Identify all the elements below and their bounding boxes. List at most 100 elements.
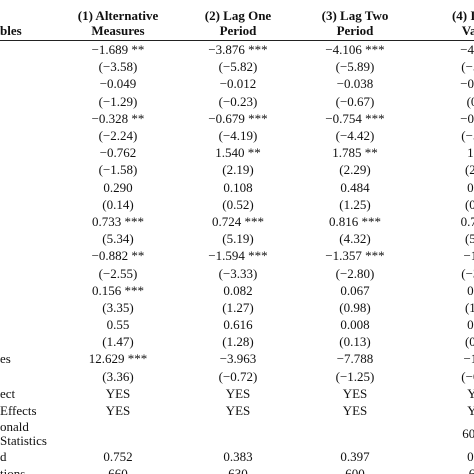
table-row: −0.328 ** −0.679 *** −0.754 *** −0.8 [0,110,474,127]
empty-cell [0,282,48,299]
cell: (−1.25) [335,368,375,384]
cell: −0.8 [460,110,474,126]
cell: −1.689 ** [91,42,145,58]
cell: YES [225,403,251,419]
cell: (−5.82) [218,59,258,75]
cell: 0.752 [103,449,133,465]
cell: 0.816 *** [329,213,381,229]
empty-cell [188,419,288,448]
cell: −1. [463,248,474,264]
cell: −7.788 [336,351,374,367]
table-row: (−3.58) (−5.82) (−5.89) (−5. [0,58,474,75]
cell: (0.14) [102,196,134,212]
cell: −1.594 *** [208,248,268,264]
cell: (−5.89) [335,59,375,75]
cell: 0.082 [223,282,253,298]
cell: (−3. [461,265,474,281]
empty-cell [0,196,48,213]
cell: (0. [464,196,474,212]
table-row: 0.290 0.108 0.484 0. [0,179,474,196]
table-row: (−2.24) (−4.19) (−4.42) (−5. [0,127,474,144]
cell: Y [467,403,474,419]
cell: (4.32) [339,231,371,247]
cell: 660 [108,466,128,474]
column-header: (3) Lag Two Period [288,0,422,41]
cell: 0.733 *** [92,213,144,229]
row-label: onald Statistics [0,419,47,448]
cell: (2. [464,162,474,178]
empty-cell [0,247,48,264]
table-row: −1.689 ** −3.876 *** −4.106 *** −4.3 [0,41,474,59]
cell: YES [105,403,131,419]
cell: (1.25) [339,196,371,212]
cell: −4.106 *** [325,42,385,58]
cell: −3.876 *** [208,42,268,58]
cell: 0.55 [106,317,130,333]
cell: 0.067 [340,282,370,298]
table-row: −0.882 ** −1.594 *** −1.357 *** −1. [0,247,474,264]
cell: −0.038 [336,76,374,92]
table-row: (−1.29) (−0.23) (−0.67) (0 [0,93,474,110]
empty-cell [0,161,48,178]
cell: −0.049 [99,76,137,92]
cell: (−0.23) [218,93,258,109]
cell: 0.484 [340,179,370,195]
empty-cell [0,213,48,230]
cell: −0.0 [460,76,474,92]
table-row: 0.55 0.616 0.008 0. [0,316,474,333]
cell: (−0.67) [335,93,375,109]
cell: YES [342,385,368,401]
empty-cell [0,179,48,196]
cell: (−3.58) [98,59,138,75]
table-row: (−1.58) (2.19) (2.29) (2. [0,161,474,178]
cell: 0.008 [340,317,370,333]
row-header: bles [0,0,48,41]
cell: (5.34) [102,231,134,247]
cell: (−3.33) [218,265,258,281]
cell: (−2.80) [335,265,375,281]
cell: 1.540 ** [215,145,261,161]
cell: −1.357 *** [325,248,385,264]
row-label: tions [0,466,26,474]
cell: (−2.55) [98,265,138,281]
cell: (−5. [461,59,474,75]
cell: 0.290 [103,179,133,195]
empty-cell [0,264,48,281]
table-row: 0.733 *** 0.724 *** 0.816 *** 0.70 [0,213,474,230]
cell: 0.156 *** [92,282,144,298]
table-row: (3.35) (1.27) (0.98) (1. [0,299,474,316]
empty-cell [0,41,48,59]
cell: (0.98) [339,299,371,315]
empty-cell [0,316,48,333]
cell: 0.70 [460,213,474,229]
cell: 602 [462,425,474,441]
cell: 0. [467,449,474,465]
table-row: −0.049 −0.012 −0.038 −0.0 [0,75,474,92]
cell: (2.19) [222,162,254,178]
cell: (0.13) [339,334,371,350]
empty-cell [288,419,422,448]
cell: 1.785 ** [332,145,378,161]
cell: −1. [463,351,474,367]
cell: −0.754 *** [325,110,385,126]
table-row: (1.47) (1.28) (0.13) (0. [0,333,474,350]
header-row: bles (1) Alternative Measures (2) Lag One … [0,0,474,41]
cell: 630 [228,466,248,474]
empty-cell [0,230,48,247]
empty-cell [0,299,48,316]
empty-cell [0,144,48,161]
cell: (−0. [461,368,474,384]
table-row: −0.762 1.540 ** 1.785 ** 1. [0,144,474,161]
cell: 600 [345,466,365,474]
cell: −3.963 [219,351,257,367]
row-label: es [0,351,11,367]
table-row: d 0.752 0.383 0.397 0. [0,448,474,465]
cell: 0.383 [223,449,253,465]
cell: (5.19) [222,231,254,247]
cell: −0.328 ** [91,110,145,126]
cell: Y [467,385,474,401]
cell: (−1.29) [98,93,138,109]
table-row: (−2.55) (−3.33) (−2.80) (−3. [0,264,474,281]
empty-cell [0,110,48,127]
table-row: tions 660 630 600 6 [0,465,474,474]
